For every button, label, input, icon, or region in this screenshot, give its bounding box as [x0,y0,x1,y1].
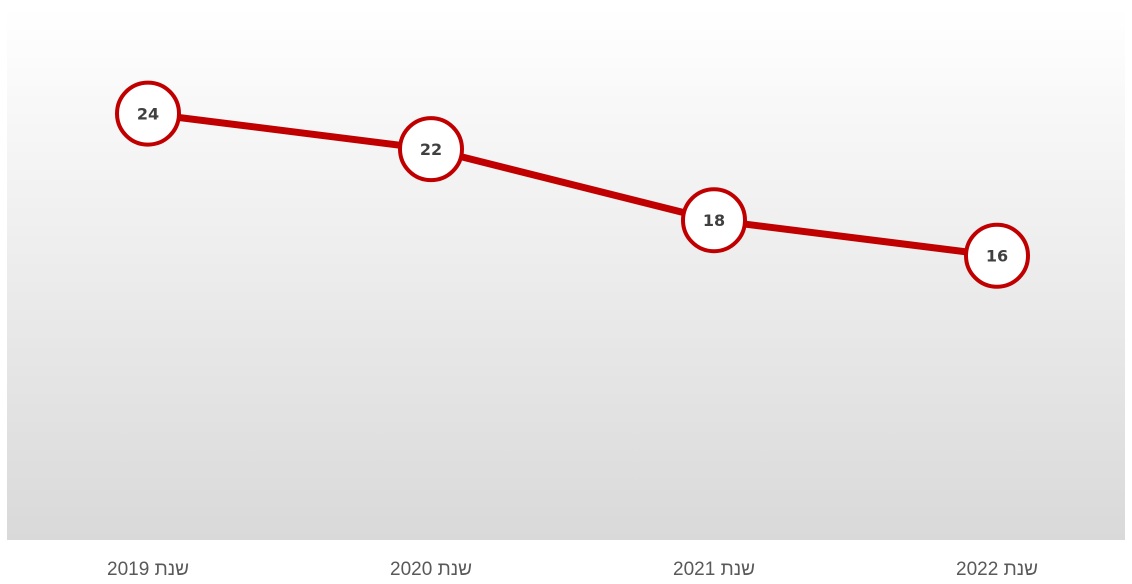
data-marker [398,116,464,183]
series-layer: 24 22 18 16 [115,80,1030,289]
data-marker [964,222,1030,289]
data-point: 24 [115,80,181,147]
data-point: 22 [398,116,464,183]
data-label: 22 [420,140,442,159]
x-tick-label: שנת 2021 [673,559,755,580]
data-point: 16 [964,222,1030,289]
data-point: 18 [681,187,747,254]
data-marker [681,187,747,254]
data-marker [115,80,181,147]
data-label: 24 [137,105,159,124]
data-label: 16 [986,247,1008,266]
plot-area [7,7,1125,540]
data-label: 18 [703,211,725,230]
x-tick-label: שנת 2019 [107,559,189,580]
series-line [147,110,998,260]
x-axis: שנת 2019 שנת 2020 שנת 2021 שנת 2022 [107,559,1038,580]
x-tick-label: שנת 2022 [956,559,1038,580]
x-tick-label: שנת 2020 [390,559,472,580]
